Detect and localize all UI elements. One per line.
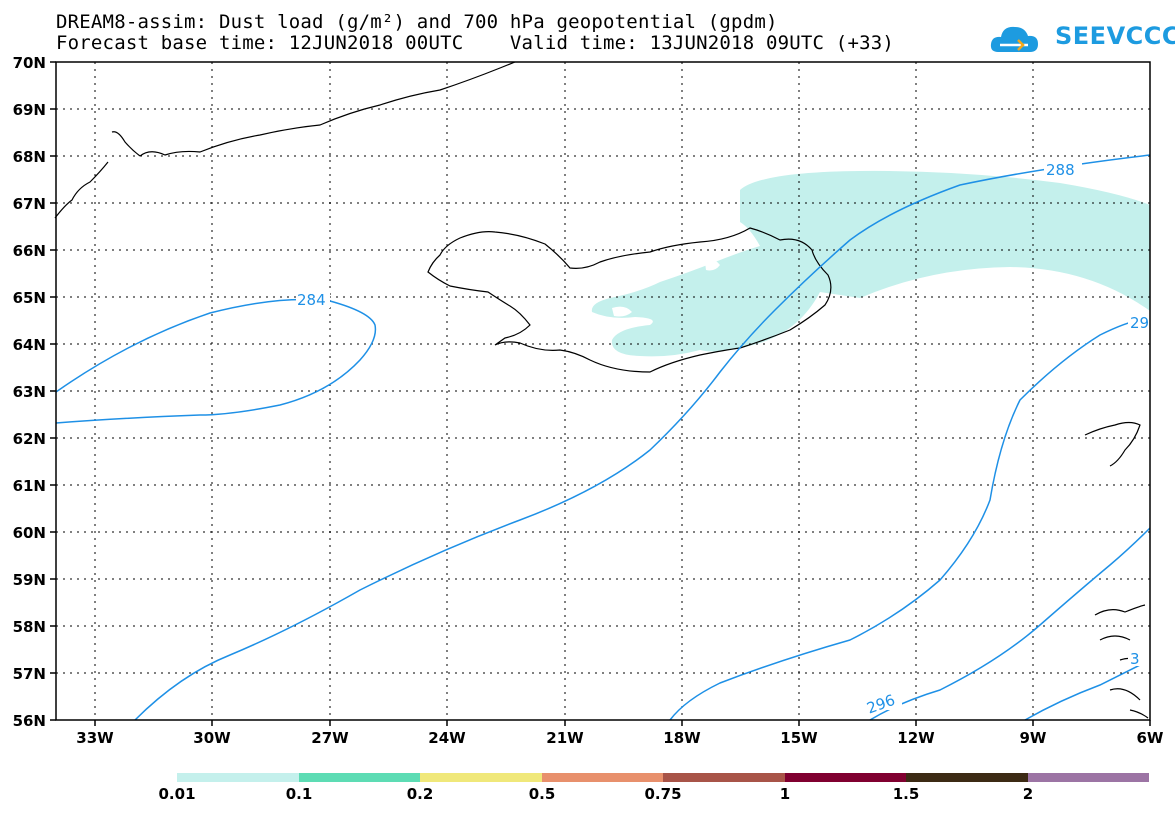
colorbar-label: 1.5 <box>892 785 920 803</box>
colorbar <box>177 773 1149 782</box>
lat-label: 62N <box>13 430 46 448</box>
colorbar-segment <box>1028 773 1149 782</box>
map-subtitle: Forecast base time: 12JUN2018 00UTC Vali… <box>56 32 895 54</box>
lat-label: 63N <box>13 383 46 401</box>
lat-label: 56N <box>13 712 46 730</box>
lon-label: 27W <box>311 729 349 747</box>
colorbar-segment <box>420 773 542 782</box>
lat-labels: 70N 69N 68N 67N 66N 65N 64N 63N 62N 61N … <box>13 54 46 730</box>
lat-label: 60N <box>13 524 46 542</box>
lat-label: 57N <box>13 665 46 683</box>
contour-labels: 284 288 29 296 3 <box>296 161 1150 718</box>
ticks <box>50 61 1151 726</box>
lon-label: 12W <box>897 729 935 747</box>
colorbar-segment <box>785 773 906 782</box>
lat-label: 69N <box>13 101 46 119</box>
contour-label-300: 3 <box>1130 650 1140 668</box>
lat-label: 67N <box>13 195 46 213</box>
lon-label: 9W <box>1020 729 1047 747</box>
colorbar-segment <box>299 773 420 782</box>
lon-label: 21W <box>546 729 584 747</box>
map-title: DREAM8-assim: Dust load (g/m²) and 700 h… <box>56 11 778 33</box>
lat-label: 68N <box>13 148 46 166</box>
colorbar-label: 0.5 <box>528 785 556 803</box>
lon-label: 33W <box>76 729 114 747</box>
colorbar-segment <box>177 773 299 782</box>
contour-label-284: 284 <box>297 291 326 309</box>
colorbar-label: 0.75 <box>644 785 682 803</box>
colorbar-label: 0.2 <box>406 785 434 803</box>
lon-label: 18W <box>663 729 701 747</box>
dust-area <box>591 170 1150 357</box>
colorbar-label: 2 <box>1022 785 1034 803</box>
colorbar-segment <box>542 773 663 782</box>
lon-label: 6W <box>1137 729 1164 747</box>
geopotential-contours <box>55 154 1151 721</box>
contour-label-292: 29 <box>1130 314 1149 332</box>
lon-label: 24W <box>428 729 466 747</box>
lat-label: 58N <box>13 618 46 636</box>
graticule <box>56 62 1150 720</box>
colorbar-label: 1 <box>779 785 791 803</box>
lat-label: 61N <box>13 477 46 495</box>
lon-label: 30W <box>193 729 231 747</box>
lat-label: 64N <box>13 336 46 354</box>
contour-label-288: 288 <box>1046 161 1075 179</box>
lon-label: 15W <box>780 729 818 747</box>
colorbar-segment <box>663 773 785 782</box>
cloud-icon <box>990 26 1038 52</box>
lat-label: 59N <box>13 571 46 589</box>
colorbar-label: 0.01 <box>158 785 196 803</box>
lon-labels: 33W 30W 27W 24W 21W 18W 15W 12W 9W 6W <box>76 729 1164 747</box>
logo-text: SEEVCCC <box>1055 22 1175 50</box>
colorbar-segment <box>906 773 1028 782</box>
lat-label: 70N <box>13 54 46 72</box>
lat-label: 66N <box>13 242 46 260</box>
coastlines <box>54 61 1149 719</box>
lat-label: 65N <box>13 289 46 307</box>
colorbar-label: 0.1 <box>285 785 313 803</box>
